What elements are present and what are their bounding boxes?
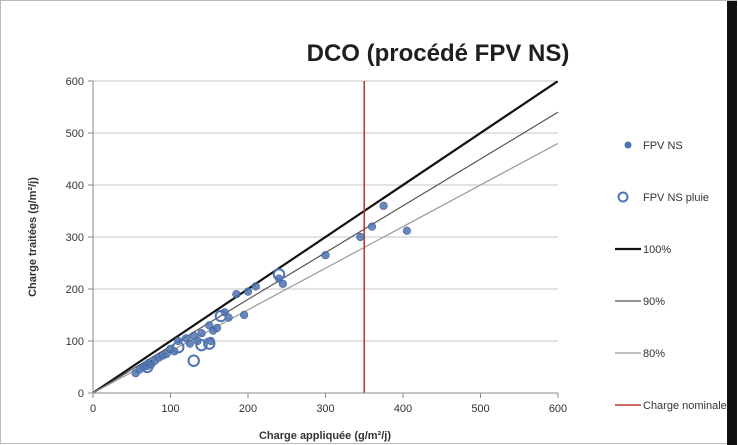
legend-label: 80% bbox=[643, 348, 665, 360]
point-fpv-ns-pluie bbox=[272, 268, 286, 281]
data-points bbox=[131, 201, 411, 378]
y-tick-labels: 0 100 200 300 400 500 600 bbox=[66, 76, 93, 400]
legend-label: Charge nominale bbox=[643, 400, 727, 412]
point-fpv-ns bbox=[402, 226, 411, 235]
legend-label: 90% bbox=[643, 296, 665, 308]
point-fpv-ns bbox=[379, 201, 388, 210]
point-fpv-ns-pluie bbox=[195, 338, 208, 352]
y-tick-label: 400 bbox=[66, 180, 84, 192]
point-fpv-ns-pluie bbox=[172, 341, 185, 354]
point-fpv-ns-pluie bbox=[187, 354, 200, 367]
point-fpv-ns bbox=[278, 279, 287, 288]
point-fpv-ns bbox=[356, 232, 365, 242]
x-tick-label: 200 bbox=[239, 403, 257, 415]
x-tick-label: 0 bbox=[90, 403, 96, 415]
legend-label: 100% bbox=[643, 244, 671, 256]
legend-item: 80% bbox=[615, 348, 665, 360]
x-tick-label: 300 bbox=[316, 403, 334, 415]
legend-item: FPV NS bbox=[624, 140, 683, 152]
point-fpv-ns bbox=[251, 282, 260, 291]
y-tick-label: 100 bbox=[66, 336, 84, 348]
point-fpv-ns bbox=[243, 287, 253, 296]
y-tick-label: 600 bbox=[66, 76, 84, 88]
legend-label: FPV NS pluie bbox=[643, 192, 709, 204]
legend-marker-open bbox=[617, 191, 629, 203]
x-tick-label: 400 bbox=[394, 403, 412, 415]
grid bbox=[93, 80, 558, 342]
point-fpv-ns bbox=[240, 310, 249, 320]
x-tick-label: 600 bbox=[549, 403, 567, 415]
point-fpv-ns bbox=[367, 222, 377, 231]
y-tick-label: 300 bbox=[66, 232, 84, 244]
y-tick-label: 500 bbox=[66, 128, 84, 140]
point-fpv-ns-pluie bbox=[214, 309, 228, 323]
y-tick-label: 200 bbox=[66, 284, 84, 296]
legend: FPV NS FPV NS pluie 100% 90% 80% Charge nomin… bbox=[615, 140, 727, 412]
x-tick-label: 500 bbox=[471, 403, 489, 415]
window-edge bbox=[727, 1, 737, 445]
point-fpv-ns-pluie bbox=[203, 337, 216, 350]
point-fpv-ns bbox=[321, 251, 330, 260]
x-tick-label: 100 bbox=[161, 403, 179, 415]
legend-item: 100% bbox=[615, 244, 671, 256]
legend-item: FPV NS pluie bbox=[617, 191, 709, 204]
point-fpv-ns bbox=[197, 329, 206, 338]
legend-item: 90% bbox=[615, 296, 665, 308]
y-axis-label: Charge traitées (g/m²/j) bbox=[27, 177, 39, 297]
legend-marker-filled bbox=[624, 141, 632, 149]
point-fpv-ns-pluie bbox=[141, 360, 154, 374]
y-tick-label: 0 bbox=[78, 388, 84, 400]
point-fpv-ns bbox=[232, 290, 241, 299]
legend-label: FPV NS bbox=[643, 140, 683, 152]
legend-item: Charge nominale bbox=[615, 400, 727, 412]
x-tick-labels: 0 100 200 300 400 500 600 bbox=[90, 393, 567, 415]
reference-line-100% bbox=[93, 81, 558, 393]
point-fpv-ns bbox=[212, 323, 222, 333]
point-fpv-ns bbox=[185, 339, 194, 348]
chart-title: DCO (procédé FPV NS) bbox=[307, 40, 570, 67]
x-axis-label: Charge appliquée (g/m²/j) bbox=[259, 430, 391, 442]
